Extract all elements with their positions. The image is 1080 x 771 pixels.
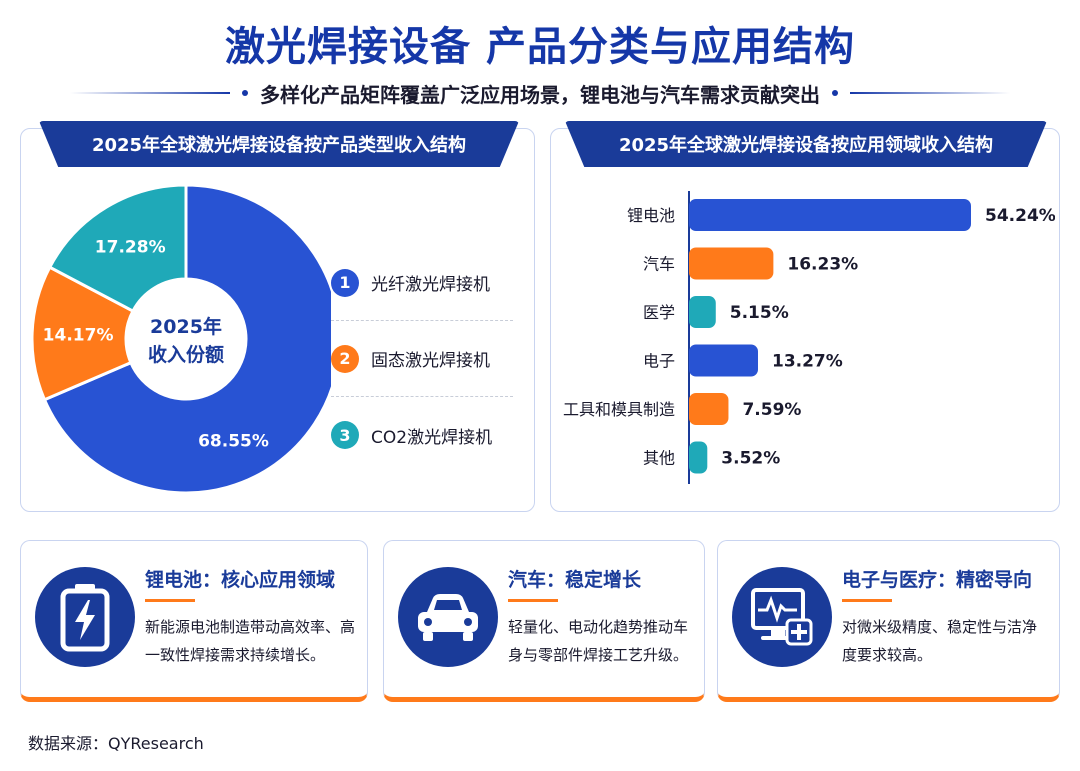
donut-slice: [47, 184, 188, 314]
card-text: 轻量化、电动化趋势推动车身与零部件焊接工艺升级。: [508, 618, 689, 664]
legend-item: 1 光纤激光焊接机: [331, 245, 513, 321]
bar-value-label: 3.52%: [721, 449, 780, 469]
legend-number-badge: 2: [331, 344, 359, 373]
legend-label: 固态激光焊接机: [371, 351, 490, 371]
bar-value-label: 7.59%: [742, 400, 801, 420]
donut-slice: [42, 184, 331, 495]
bar-value-label: 54.24%: [985, 206, 1055, 226]
divider: [850, 92, 1010, 94]
automotive-card: 汽车：稳定增长 轻量化、电动化趋势推动车身与零部件焊接工艺升级。: [383, 540, 705, 702]
battery-icon: [35, 567, 135, 667]
card-text: 新能源电池制造带动高效率、高一致性焊接需求持续增长。: [145, 618, 356, 664]
legend-number-badge: 3: [331, 421, 359, 449]
legend-label: CO2激光焊接机: [371, 427, 493, 448]
battery-card: 锂电池：核心应用领域 新能源电池制造带动高效率、高一致性焊接需求持续增长。: [20, 540, 368, 702]
divider-dot: [242, 90, 248, 96]
card-accent-bar: [842, 599, 892, 602]
bar: [689, 344, 758, 377]
bar-value-label: 5.15%: [730, 303, 789, 323]
bar: [689, 247, 774, 280]
legend-item: 2 固态激光焊接机: [331, 321, 513, 397]
product-type-panel: 2025年全球激光焊接设备按产品类型收入结构 68.55% 14.17% 17.28…: [20, 121, 535, 512]
application-panel: 2025年全球激光焊接设备按应用领域收入结构 锂电池 54.24% 汽车 16.23%…: [550, 121, 1060, 512]
subtitle-row: 多样化产品矩阵覆盖广泛应用场景，锂电池与汽车需求贡献突出: [70, 78, 1010, 108]
page-title: 激光焊接设备 产品分类与应用结构: [225, 24, 855, 70]
donut-center-label: 收入份额: [148, 343, 224, 366]
category-label: 锂电池: [627, 206, 675, 225]
data-source: 数据来源：QYResearch: [28, 734, 204, 753]
page-subtitle: 多样化产品矩阵覆盖广泛应用场景，锂电池与汽车需求贡献突出: [260, 82, 820, 107]
donut-legend: 1 光纤激光焊接机 2 固态激光焊接机 3 CO2激光焊接机: [331, 245, 513, 473]
bar-chart: 锂电池 54.24% 汽车 16.23% 医学 5.15% 电子 13.27% 工具和模具制造 7…: [563, 191, 1055, 484]
card-title: 汽车：稳定增长: [508, 569, 642, 591]
card-title: 锂电池：核心应用领域: [145, 569, 336, 591]
category-label: 电子: [643, 352, 675, 371]
category-label: 工具和模具制造: [563, 400, 675, 419]
legend-item: 3 CO2激光焊接机: [331, 397, 513, 473]
card-text: 对微米级精度、稳定性与洁净度要求较高。: [842, 618, 1038, 664]
card-title: 电子与医疗：精密导向: [842, 569, 1033, 591]
medical-monitor-icon: [732, 567, 832, 667]
donut-slice: [31, 265, 135, 402]
electronics-medical-card: 电子与医疗：精密导向 对微米级精度、稳定性与洁净度要求较高。: [717, 540, 1060, 702]
bar-value-label: 13.27%: [772, 352, 843, 372]
category-label: 其他: [643, 449, 675, 468]
slice-value-label: 14.17%: [43, 326, 114, 346]
divider: [70, 92, 230, 94]
slice-value-label: 17.28%: [95, 238, 166, 258]
category-label: 汽车: [643, 255, 675, 274]
legend-number-badge: 1: [331, 268, 359, 297]
card-accent-bar: [508, 599, 558, 602]
bar-value-label: 16.23%: [787, 255, 858, 275]
bar-chart-title: 2025年全球激光焊接设备按应用领域收入结构: [565, 121, 1047, 167]
divider-dot: [832, 90, 838, 96]
bar: [689, 441, 708, 474]
slice-value-label: 68.55%: [198, 431, 269, 451]
legend-label: 光纤激光焊接机: [371, 275, 490, 295]
donut-center-label: 2025年: [150, 315, 222, 338]
bar: [689, 199, 971, 231]
bar: [689, 296, 716, 328]
category-label: 医学: [643, 303, 675, 322]
bar: [689, 393, 729, 425]
donut-chart-title: 2025年全球激光焊接设备按产品类型收入结构: [39, 121, 519, 167]
car-icon: [398, 567, 498, 667]
card-accent-bar: [145, 599, 195, 602]
